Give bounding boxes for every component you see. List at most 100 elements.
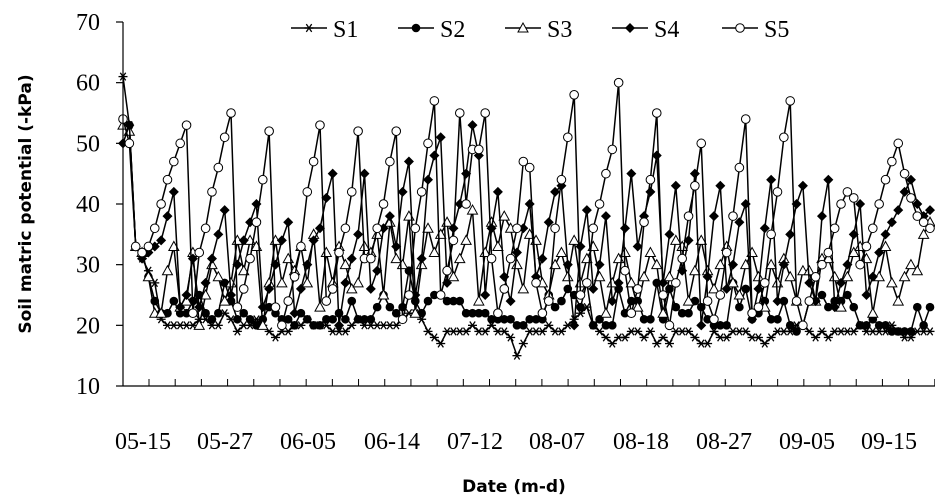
point-S2-122-shape: [893, 327, 903, 336]
point-S4-24: [270, 259, 281, 270]
series-line-S3: [122, 124, 931, 327]
point-S1-91-d2: [698, 339, 705, 348]
point-S5-10: [181, 120, 192, 130]
point-S5-79-shape: [620, 265, 630, 276]
point-S4-113: [836, 277, 847, 288]
point-S3-26-shape: [282, 252, 295, 264]
point-S3-4: [142, 270, 155, 282]
point-S2-119: [874, 321, 884, 330]
point-S5-63-shape: [518, 156, 529, 167]
point-S1-83: [645, 327, 655, 336]
point-S4-112: [829, 302, 840, 313]
point-S4-34-shape: [334, 320, 345, 331]
point-S5-73-shape: [582, 278, 592, 288]
point-S1-43: [391, 321, 401, 330]
point-S4-58-shape: [486, 223, 497, 234]
point-S5-75: [594, 199, 605, 209]
point-S5-67-shape: [543, 296, 554, 306]
point-S4-87-shape: [670, 180, 681, 191]
point-S2-98: [741, 284, 751, 294]
point-S2-42-shape: [385, 302, 395, 312]
point-S2-111-shape: [824, 302, 833, 312]
point-S5-65: [531, 278, 541, 288]
point-S4-72: [575, 241, 586, 252]
point-S2-56: [474, 308, 484, 318]
point-S5-71-shape: [569, 90, 579, 100]
point-S3-114: [841, 270, 854, 282]
point-S1-125-d2: [914, 327, 921, 336]
point-S4-9-shape: [175, 302, 186, 313]
point-S5-110: [817, 259, 827, 270]
point-S5-36: [346, 187, 357, 197]
point-S1-87-d2: [672, 327, 680, 336]
point-S5-64: [524, 162, 535, 173]
point-S3-120-shape: [879, 240, 892, 251]
point-S3-63: [517, 282, 530, 294]
point-S5-29-shape: [302, 187, 313, 197]
point-S4-28: [295, 283, 306, 294]
point-S5-42-shape: [385, 156, 395, 167]
point-S5-74-shape: [588, 223, 599, 234]
point-S3-100: [752, 270, 765, 282]
point-S4-89: [683, 235, 694, 246]
point-S2-36: [347, 296, 357, 306]
x-tick-label-6: 08-18: [613, 429, 669, 455]
y-tick-label-1: 20: [76, 313, 100, 339]
point-S5-51-shape: [442, 265, 452, 276]
point-S3-96-shape: [727, 276, 739, 288]
point-S5-121: [887, 156, 897, 167]
point-S2-69-shape: [557, 296, 566, 306]
point-S2-87: [671, 302, 681, 312]
point-S4-42-shape: [384, 211, 395, 222]
point-S1-52-d2: [450, 327, 457, 336]
point-S5-69-shape: [556, 174, 567, 185]
point-S4-23-shape: [264, 283, 275, 294]
point-S1-92: [703, 339, 713, 348]
point-S3-125: [911, 264, 924, 276]
point-S5-50: [435, 290, 446, 300]
point-S1-53-d2: [456, 327, 464, 336]
point-S4-107: [797, 180, 808, 191]
point-S5-127-shape: [925, 223, 935, 234]
point-S5-4: [143, 241, 154, 252]
point-S5-80: [626, 308, 637, 319]
point-S5-91-shape: [696, 138, 707, 149]
point-S4-6: [156, 235, 167, 246]
point-S1-15: [213, 321, 223, 330]
point-S4-97: [734, 217, 745, 228]
point-S1-18: [232, 327, 242, 336]
point-S4-33-shape: [327, 168, 338, 179]
point-S1-100-d2: [755, 333, 762, 342]
point-S5-111: [823, 247, 834, 258]
point-S1-86: [664, 339, 674, 348]
point-S3-29: [301, 276, 314, 288]
point-S5-113-shape: [836, 199, 846, 209]
point-S4-75-shape: [594, 259, 605, 270]
point-S1-8-d2: [170, 321, 178, 330]
point-S2-117-shape: [862, 321, 871, 330]
point-S5-119: [874, 199, 884, 209]
point-S3-52-shape: [447, 270, 460, 282]
point-S4-12-shape: [194, 302, 205, 313]
point-S1-49: [429, 333, 439, 342]
y-tick-label-2: 30: [76, 253, 100, 279]
point-S5-67: [543, 296, 554, 306]
point-S5-16: [219, 132, 230, 143]
point-S2-74: [588, 321, 598, 330]
point-S5-30-shape: [308, 156, 319, 167]
point-S5-18-shape: [232, 302, 243, 312]
point-S4-8: [168, 186, 179, 197]
legend-item-S4: S4: [612, 17, 679, 43]
point-S5-1: [124, 138, 135, 149]
point-S1-36: [347, 321, 357, 330]
point-S4-17: [226, 290, 237, 300]
point-S5-105-shape: [785, 96, 796, 106]
point-S4-93: [708, 211, 719, 222]
point-S5-116: [855, 259, 865, 270]
point-S5-37: [353, 126, 363, 136]
point-S1-26: [283, 327, 293, 336]
point-S1-90: [690, 333, 700, 342]
point-S4-84-shape: [651, 150, 662, 161]
point-S4-45-shape: [403, 156, 414, 167]
point-S5-65-shape: [531, 278, 541, 288]
